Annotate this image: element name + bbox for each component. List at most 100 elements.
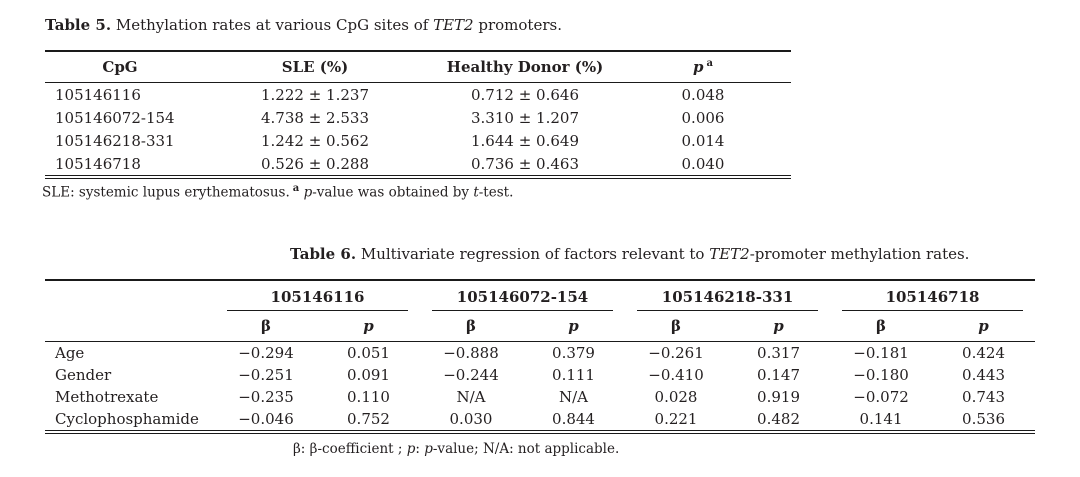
table6-group-header: 105146116 [215,280,420,311]
table5-col-header-cpg: CpG [45,51,195,83]
cell-p: 0.111 [552,366,595,384]
cell-beta: −0.244 [443,366,499,384]
p-header: p [522,311,626,342]
p-symbol: p [693,58,704,76]
cell-beta: −0.072 [853,388,909,406]
table5-caption-text: Methylation rates at various CpG sites o… [111,16,434,34]
table5-row: 105146072-154 4.738 ± 2.533 3.310 ± 1.20… [45,106,791,129]
cell-healthy: 3.310 ± 1.207 [471,108,579,127]
table6-caption-text: Multivariate regression of factors relev… [356,245,710,263]
cell-p: 0.919 [757,388,800,406]
p-header: p [932,311,1036,342]
cell-healthy: 0.736 ± 0.463 [471,154,579,173]
cell-p: 0.048 [681,85,725,104]
cell-beta: 0.141 [859,410,903,428]
table5-caption-tail: promoters. [473,16,562,34]
table5-footnote-text: SLE: systemic lupus erythematosus. [42,184,290,201]
table6-footnote-text3: -value; N/A: not applicable. [432,441,620,457]
table5-footnote: SLE: systemic lupus erythematosus. a p-va… [42,180,513,202]
table5-row: 105146218-331 1.242 ± 0.562 1.644 ± 0.64… [45,129,791,152]
table5-col-header-sle: SLE (%) [195,51,435,83]
row-label: Gender [55,366,112,384]
cell-p: 0.091 [347,366,390,384]
table6-row: Cyclophosphamide −0.046 0.752 0.030 0.84… [45,408,1035,432]
cell-sle: 1.222 ± 1.237 [261,85,369,104]
cell-healthy: 1.644 ± 0.649 [471,131,579,150]
cell-p: 0.110 [347,388,390,406]
cell-beta: −0.235 [238,388,294,406]
cell-p: 0.424 [962,344,1005,362]
cell-cpg: 105146116 [55,85,141,104]
table6-caption-gene: TET2 [709,245,750,263]
cell-p: 0.051 [347,344,390,362]
table5-caption-gene: TET2 [433,16,474,34]
footnote-marker-a: a [706,58,713,69]
cell-beta: −0.046 [238,410,294,428]
cell-p: 0.482 [757,410,800,428]
beta-header: β [830,311,933,342]
table6-subheader-row: β p β p β p β p [45,311,1036,342]
cell-beta: −0.251 [238,366,294,384]
cell-p: 0.317 [757,344,800,362]
cell-sle: 4.738 ± 2.533 [261,108,369,127]
table6-footnote-text2: : [415,441,425,457]
table6-row: Age −0.294 0.051 −0.888 0.379 −0.261 0.3… [45,342,1035,365]
p-symbol: p [303,184,313,201]
p-symbol: p [406,441,416,457]
cell-p: 0.014 [681,131,725,150]
cell-p: N/A [559,388,589,406]
beta-header: β [420,311,522,342]
cell-p: 0.536 [962,410,1005,428]
table6: 105146116 105146072-154 105146218-331 10… [45,279,1036,434]
cell-beta: −0.888 [443,344,499,362]
empty-corner-cell [45,311,215,342]
row-label: Age [55,344,85,362]
beta-header: β [625,311,728,342]
cell-beta: 0.030 [449,410,493,428]
cell-cpg: 105146072-154 [55,108,175,127]
table6-caption-tail: -promoter methylation rates. [749,245,970,263]
row-label: Cyclophosphamide [55,410,199,428]
cell-p: 0.147 [757,366,800,384]
footnote-marker-a: a [292,183,300,194]
table6-row: Gender −0.251 0.091 −0.244 0.111 −0.410 … [45,364,1035,386]
cell-p: 0.443 [962,366,1005,384]
table6-footnote: β: β-coefficient ; p: p-value; N/A: not … [293,441,619,458]
p-header: p [727,311,831,342]
table5-row: 105146718 0.526 ± 0.288 0.736 ± 0.463 0.… [45,152,791,177]
table6-row: Methotrexate −0.235 0.110 N/A N/A 0.028 … [45,386,1035,408]
table5-caption: Table 5. Methylation rates at various Cp… [45,16,562,34]
table5-row: 105146116 1.222 ± 1.237 0.712 ± 0.646 0.… [45,83,791,107]
cell-beta: N/A [456,388,486,406]
table5-footnote-text3: -test. [478,184,514,201]
cell-sle: 1.242 ± 0.562 [261,131,369,150]
table6-group-header: 105146218-331 [625,280,830,311]
cell-healthy: 0.712 ± 0.646 [471,85,579,104]
table6-group-header: 105146718 [830,280,1035,311]
cell-beta: 0.221 [654,410,698,428]
table6-footnote-text: β: β-coefficient ; [293,441,407,457]
cell-beta: −0.410 [648,366,704,384]
cell-p: 0.379 [552,344,595,362]
empty-corner-cell [45,280,215,311]
cell-beta: −0.294 [238,344,294,362]
table6-caption-label: Table 6. [290,245,357,263]
row-label: Methotrexate [55,388,159,406]
t-symbol: t [473,184,479,201]
cell-cpg: 105146718 [55,154,141,173]
cell-p: 0.006 [681,108,725,127]
beta-header: β [215,311,317,342]
cell-beta: −0.180 [853,366,909,384]
cell-p: 0.040 [681,154,725,173]
table5-caption-label: Table 5. [45,16,112,34]
cell-beta: −0.261 [648,344,704,362]
cell-cpg: 105146218-331 [55,131,175,150]
cell-beta: 0.028 [654,388,698,406]
table5-footnote-text2: -value was obtained by [312,184,474,201]
cell-p: 0.752 [347,410,390,428]
p-header: p [317,311,420,342]
